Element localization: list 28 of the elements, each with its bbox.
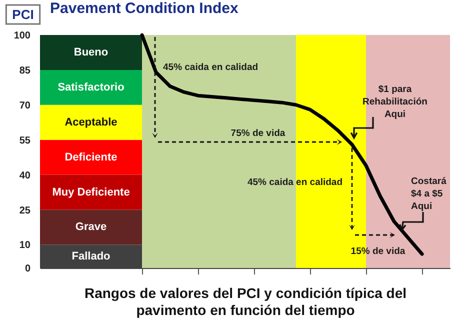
x-axis-title: Rangos de valores del PCI y condición típica del pavimento en función del tiempo [84, 285, 407, 318]
text: PCI [12, 7, 34, 22]
annotation: 45% caida en calidad [247, 177, 343, 188]
y-tick-label: 40 [19, 170, 31, 182]
series-label: Fallado [72, 250, 111, 262]
series-label: Muy Deficiente [52, 186, 130, 198]
y-tick-label: 0 [24, 264, 31, 274]
series-label: Deficiente [64, 151, 118, 164]
chart-title: Pavement Condition Index [50, 0, 240, 17]
series-label: Satisfactorio [58, 81, 125, 94]
annotation: Costará $4 a $5 Aqui [411, 176, 448, 212]
y-tick-label: 55 [19, 135, 31, 146]
y-tick-label: 25 [19, 205, 31, 216]
bar [40, 210, 142, 245]
bar [40, 140, 142, 175]
bar [40, 70, 142, 105]
y-tick-label: 100 [14, 30, 31, 42]
annotation: 45% caida en calidad [163, 62, 258, 73]
series-label: Bueno [74, 46, 108, 58]
series-label: Aceptable [64, 116, 118, 128]
bar [40, 104, 142, 140]
series-label: Grave [75, 221, 107, 234]
y-tick-label: 10 [19, 240, 31, 252]
annotation: 75% de vida [230, 128, 286, 139]
y-tick-label: 70 [19, 100, 31, 112]
bar [40, 35, 142, 70]
bar [40, 174, 142, 210]
y-tick-label: 85 [19, 65, 31, 76]
